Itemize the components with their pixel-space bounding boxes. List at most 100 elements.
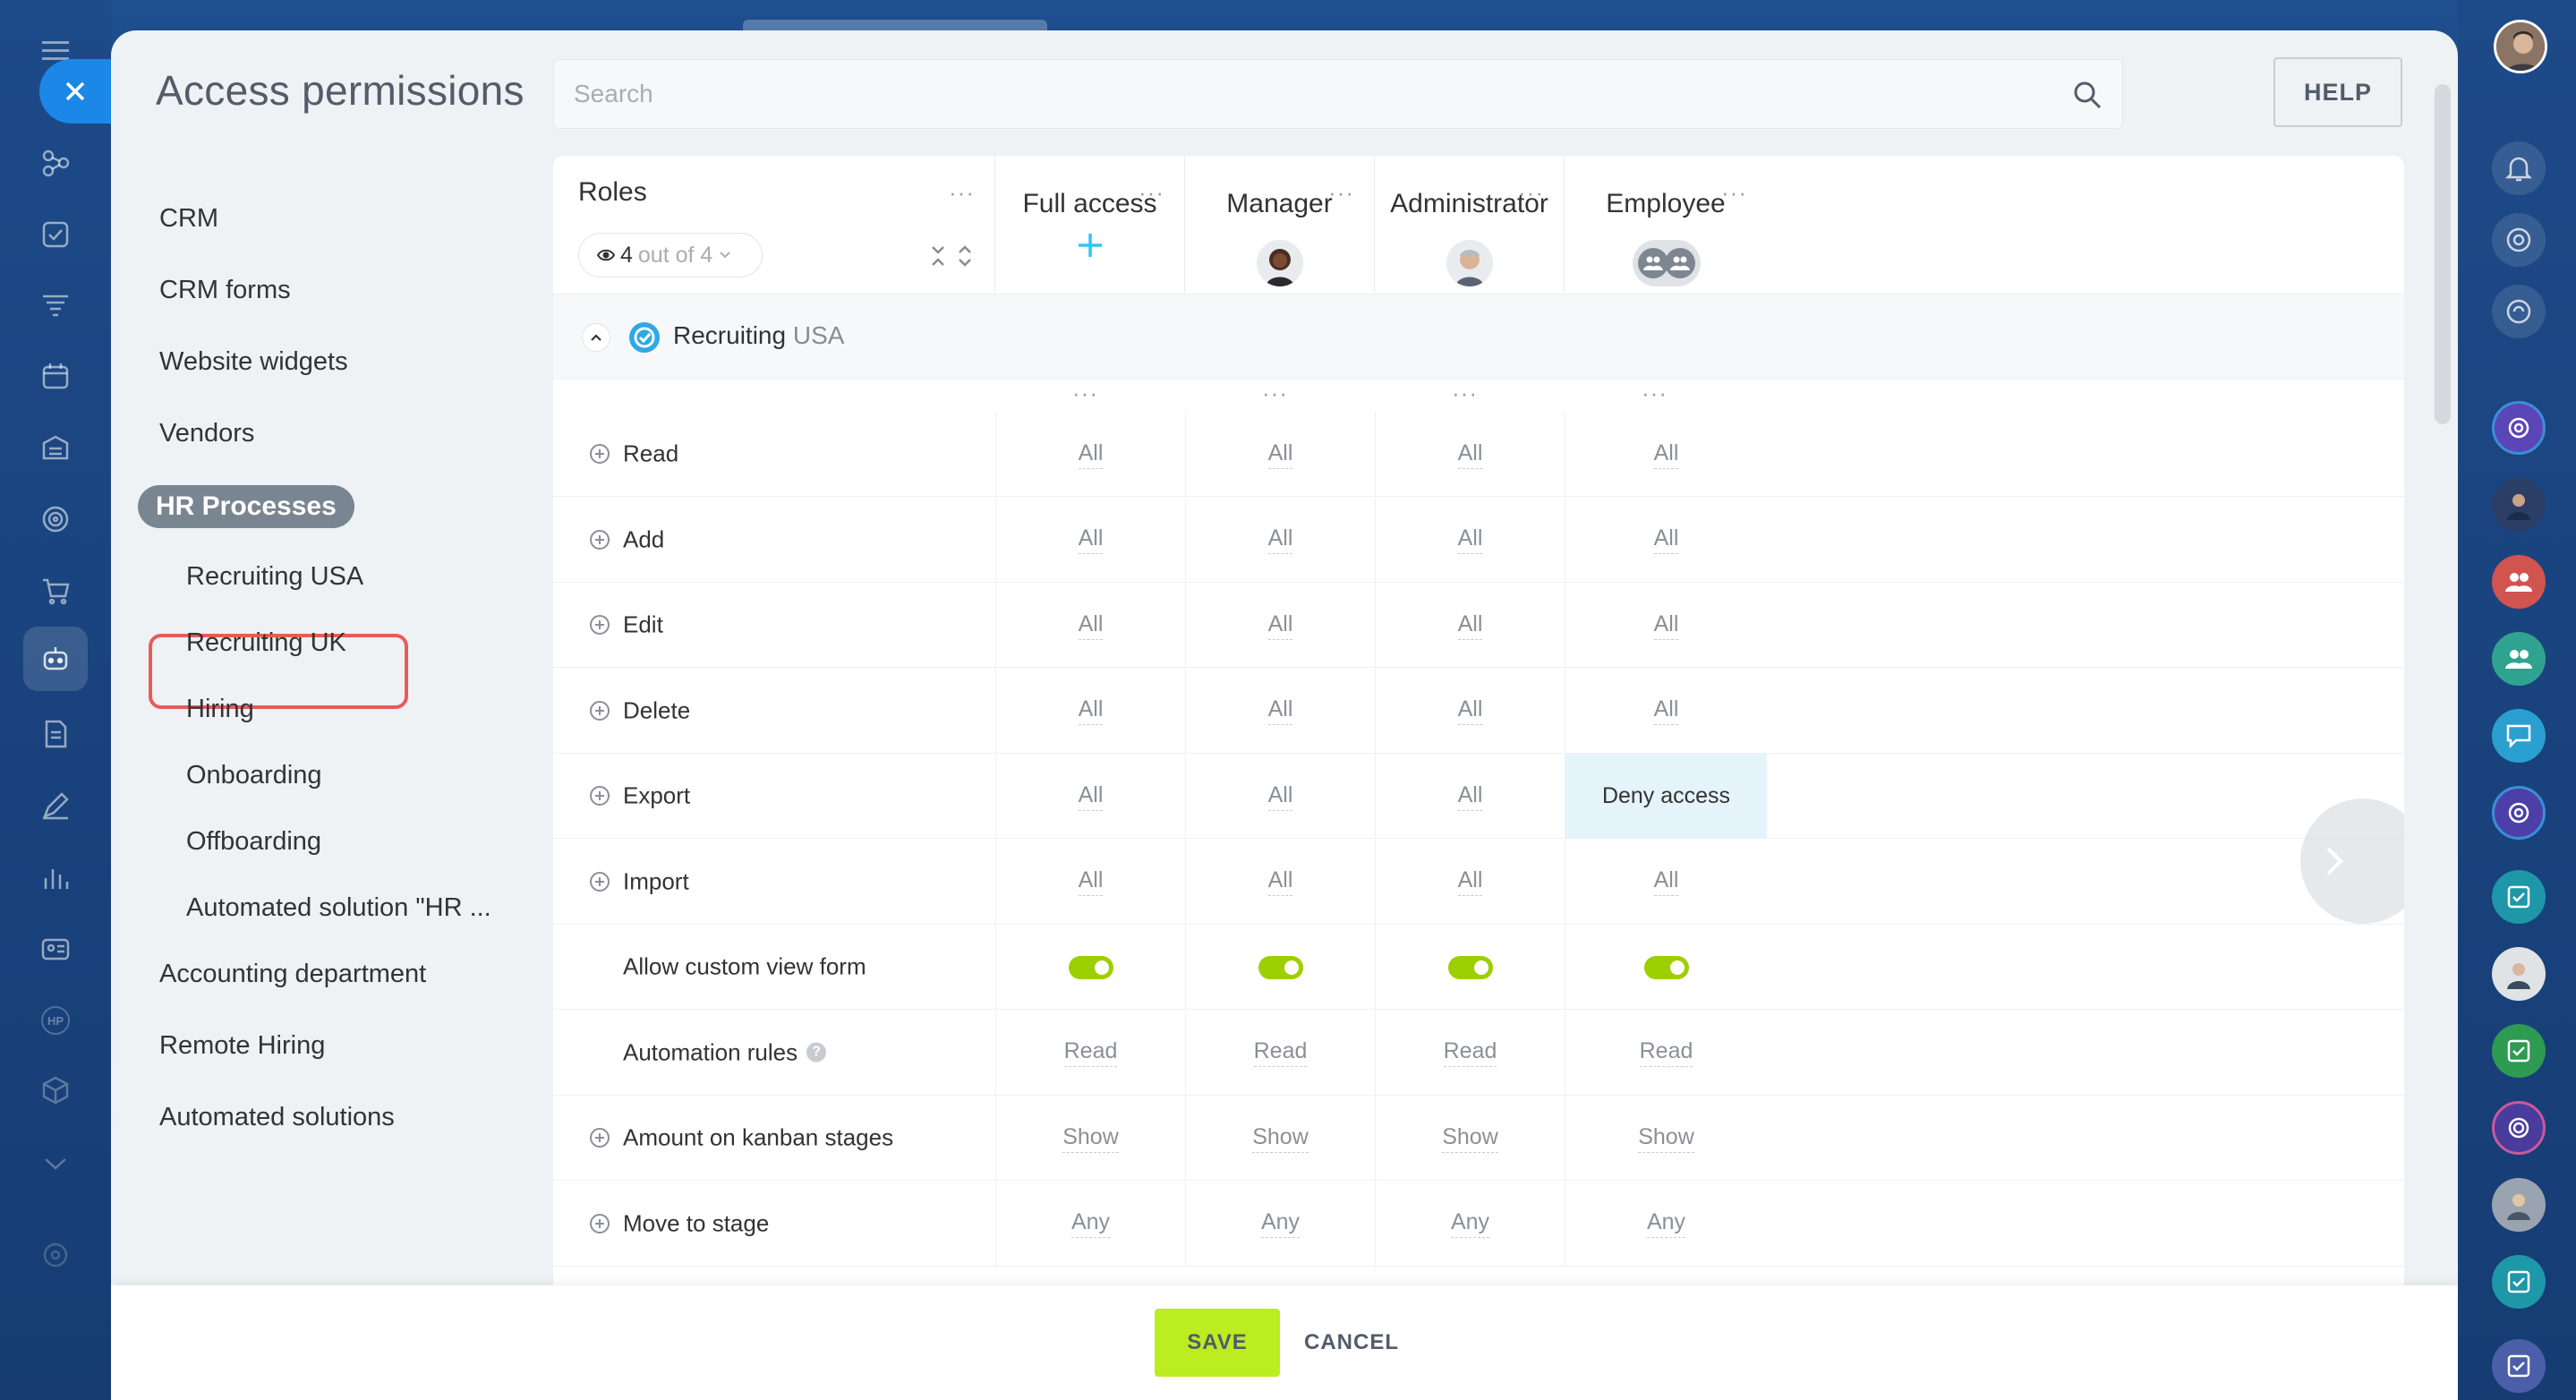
- contact-card-icon[interactable]: [36, 929, 75, 969]
- permission-value[interactable]: All: [1457, 696, 1483, 725]
- nav-item-remote-hiring[interactable]: Remote Hiring: [159, 1031, 326, 1060]
- nav-item-crm[interactable]: CRM: [159, 204, 219, 233]
- permission-value[interactable]: All: [1267, 696, 1293, 725]
- permission-value[interactable]: Show: [1062, 1124, 1119, 1153]
- permission-cell[interactable]: All: [1185, 583, 1375, 668]
- help-question-icon[interactable]: ?: [806, 1042, 827, 1063]
- permission-value[interactable]: All: [1653, 696, 1679, 725]
- permission-cell[interactable]: Read: [995, 1010, 1185, 1096]
- permission-value[interactable]: All: [1653, 867, 1679, 896]
- permission-cell[interactable]: All: [1375, 412, 1565, 497]
- expand-plus-icon[interactable]: [589, 1213, 610, 1234]
- column-menu-icon[interactable]: ···: [1721, 179, 1747, 206]
- permission-cell[interactable]: Show: [1375, 1096, 1565, 1181]
- nav-item-website-widgets[interactable]: Website widgets: [159, 347, 348, 376]
- expand-plus-icon[interactable]: [589, 700, 610, 721]
- permission-value[interactable]: All: [1078, 440, 1104, 469]
- permission-cell[interactable]: [995, 925, 1185, 1010]
- permission-value[interactable]: All: [1078, 525, 1104, 554]
- permission-cell[interactable]: All: [1565, 583, 1767, 668]
- permission-cell[interactable]: Any: [995, 1181, 1185, 1267]
- fingerprint-icon[interactable]: [2492, 1101, 2546, 1155]
- permission-value[interactable]: All: [1653, 440, 1679, 469]
- messages-icon[interactable]: [2492, 709, 2546, 763]
- permission-cell[interactable]: All: [1375, 497, 1565, 583]
- permission-cell[interactable]: All: [1375, 668, 1565, 754]
- expand-plus-icon[interactable]: [589, 443, 610, 465]
- close-button[interactable]: [39, 59, 111, 124]
- analytics-icon[interactable]: [36, 858, 75, 897]
- collapse-toggle[interactable]: [582, 323, 610, 352]
- task-check-icon-2[interactable]: [2492, 1024, 2546, 1078]
- permission-cell[interactable]: Deny access: [1565, 754, 1767, 839]
- permission-value[interactable]: Show: [1638, 1124, 1694, 1153]
- nav-subitem-recruiting-uk[interactable]: Recruiting UK: [186, 628, 346, 657]
- task-check-icon-3[interactable]: [2492, 1255, 2546, 1309]
- permission-cell[interactable]: Any: [1375, 1181, 1565, 1267]
- task-check-icon[interactable]: [2492, 870, 2546, 924]
- nav-subitem-hiring[interactable]: Hiring: [186, 695, 254, 723]
- column-menu-icon[interactable]: ···: [1518, 179, 1544, 206]
- calendar-icon[interactable]: [36, 356, 75, 396]
- permission-toggle[interactable]: [1447, 955, 1493, 979]
- permission-cell[interactable]: [1375, 925, 1565, 1010]
- roles-filter-dropdown[interactable]: 4 out of 4: [578, 233, 763, 277]
- permission-cell[interactable]: All: [1185, 412, 1375, 497]
- chevron-down-icon[interactable]: [36, 1144, 75, 1183]
- workflow-icon[interactable]: [36, 143, 75, 183]
- task-check-icon-4[interactable]: [2492, 1339, 2546, 1393]
- permission-toggle[interactable]: [1643, 955, 1689, 979]
- nav-group-hr-processes[interactable]: HR Processes: [138, 485, 354, 528]
- permission-value[interactable]: All: [1653, 611, 1679, 640]
- permission-value[interactable]: All: [1457, 525, 1483, 554]
- contact-avatar-2[interactable]: [2492, 947, 2546, 1001]
- scroll-right-button[interactable]: [2300, 798, 2404, 924]
- column-options-icon[interactable]: ···: [1642, 380, 1668, 406]
- permission-value[interactable]: Any: [1450, 1209, 1490, 1238]
- nav-subitem-recruiting-usa[interactable]: Recruiting USA: [186, 562, 364, 591]
- permission-value[interactable]: Any: [1070, 1209, 1111, 1238]
- expand-plus-icon[interactable]: [589, 785, 610, 807]
- column-menu-icon[interactable]: ···: [1328, 179, 1354, 206]
- settings-icon[interactable]: [36, 1235, 75, 1275]
- permission-cell[interactable]: All: [1375, 839, 1565, 925]
- nav-item-automated-solutions[interactable]: Automated solutions: [159, 1103, 395, 1131]
- permission-cell[interactable]: All: [1565, 839, 1767, 925]
- permission-cell[interactable]: All: [1375, 583, 1565, 668]
- search-input[interactable]: [554, 60, 2122, 128]
- permission-cell[interactable]: All: [995, 754, 1185, 839]
- permission-value[interactable]: Show: [1442, 1124, 1498, 1153]
- nav-subitem-onboarding[interactable]: Onboarding: [186, 761, 322, 790]
- expand-plus-icon[interactable]: [589, 614, 610, 636]
- channel-circle-icon[interactable]: [2492, 786, 2546, 840]
- search-chat-icon[interactable]: [2492, 285, 2546, 338]
- permission-value[interactable]: All: [1267, 867, 1293, 896]
- permission-cell[interactable]: Read: [1375, 1010, 1565, 1096]
- permission-value[interactable]: All: [1078, 867, 1104, 896]
- menu-icon[interactable]: [36, 30, 75, 70]
- permission-cell[interactable]: Show: [1565, 1096, 1767, 1181]
- chat-channel-icon[interactable]: [2492, 401, 2546, 455]
- permission-cell[interactable]: All: [995, 583, 1185, 668]
- permission-value[interactable]: Show: [1252, 1124, 1309, 1153]
- permission-value[interactable]: Read: [1063, 1038, 1118, 1067]
- user-avatar[interactable]: [2494, 20, 2547, 73]
- vertical-scrollbar[interactable]: [2435, 84, 2451, 424]
- column-options-icon[interactable]: ···: [1452, 380, 1478, 406]
- robot-icon[interactable]: [36, 639, 75, 679]
- permission-value[interactable]: Read: [1443, 1038, 1497, 1067]
- permission-value[interactable]: All: [1457, 440, 1483, 469]
- permission-value[interactable]: All: [1267, 611, 1293, 640]
- expand-plus-icon[interactable]: [589, 529, 610, 551]
- target-circle-icon[interactable]: [2492, 213, 2546, 267]
- nav-subitem-automated-solution-hr[interactable]: Automated solution "HR ...: [186, 893, 491, 922]
- permission-cell[interactable]: All: [995, 668, 1185, 754]
- permission-cell[interactable]: [1565, 925, 1767, 1010]
- permission-value[interactable]: Read: [1639, 1038, 1693, 1067]
- permission-cell[interactable]: Read: [1565, 1010, 1767, 1096]
- add-role-plus-icon[interactable]: [1074, 229, 1106, 261]
- hp-app-icon[interactable]: HP: [41, 1006, 70, 1035]
- notifications-bell-icon[interactable]: [2492, 141, 2546, 195]
- permission-value[interactable]: All: [1457, 867, 1483, 896]
- permission-cell[interactable]: All: [995, 412, 1185, 497]
